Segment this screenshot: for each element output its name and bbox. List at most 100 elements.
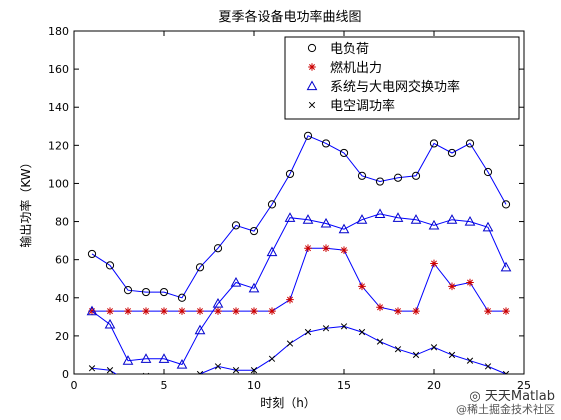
- data-point: [214, 307, 222, 315]
- data-point: [106, 307, 114, 315]
- data-point: [429, 139, 439, 148]
- series-line: [91, 325, 507, 374]
- x-axis-label: 时刻（h）: [260, 396, 316, 410]
- data-point: [268, 355, 276, 362]
- data-point: [375, 177, 385, 186]
- data-point: [392, 212, 404, 222]
- series-2: [88, 244, 510, 315]
- data-point: [214, 363, 222, 370]
- data-point: [322, 244, 330, 253]
- data-point: [176, 358, 188, 369]
- data-point: [428, 219, 440, 230]
- data-point: [87, 249, 97, 259]
- data-point: [194, 324, 206, 335]
- data-point: [196, 370, 204, 374]
- series-line: [91, 213, 507, 366]
- y-tick-label: 180: [48, 25, 69, 38]
- data-point: [304, 328, 312, 336]
- legend-marker-symbol: [306, 80, 318, 91]
- data-point: [448, 282, 456, 291]
- data-point: [357, 171, 367, 180]
- data-point: [230, 277, 242, 287]
- data-point: [250, 307, 258, 315]
- x-tick-label: 10: [247, 379, 261, 392]
- data-point: [213, 244, 223, 253]
- data-point: [502, 307, 510, 315]
- legend-marker-symbol: [308, 101, 316, 109]
- data-point: [286, 340, 294, 347]
- data-point: [411, 171, 421, 180]
- x-tick-label: 15: [337, 379, 351, 392]
- data-point: [284, 212, 296, 222]
- data-point: [141, 287, 151, 297]
- x-tick-label: 25: [517, 379, 531, 392]
- data-point: [320, 217, 332, 228]
- data-point: [178, 307, 186, 315]
- data-point: [430, 344, 438, 351]
- data-point: [266, 246, 278, 257]
- data-point: [195, 263, 205, 272]
- data-point: [338, 223, 350, 234]
- x-axis: 0 5 10 15 20 25: [71, 31, 531, 392]
- legend-marker: [307, 43, 317, 53]
- y-tick-label: 40: [55, 292, 69, 305]
- watermark-subtitle: @稀土掘金技术社区: [456, 403, 555, 416]
- data-point: [340, 246, 348, 254]
- x-tick-label: 20: [427, 379, 441, 392]
- data-point: [158, 353, 170, 363]
- legend-label: 电空调功率: [330, 98, 395, 114]
- data-point: [393, 173, 403, 182]
- y-axis: 0 20 40 60 80 100 120 140 160 180: [48, 25, 524, 381]
- data-point: [448, 351, 456, 359]
- data-point: [466, 278, 474, 287]
- watermark: ◎ 天天Matlab @稀土掘金技术社区: [456, 390, 555, 416]
- legend-marker: [308, 101, 316, 109]
- data-point: [394, 346, 402, 353]
- data-point: [502, 370, 510, 374]
- y-tick-label: 120: [48, 139, 69, 152]
- data-point: [465, 139, 475, 148]
- x-tick-label: 5: [161, 379, 168, 392]
- y-tick-label: 20: [55, 330, 69, 343]
- data-point: [106, 367, 114, 374]
- legend-marker-symbol: [308, 63, 316, 71]
- data-point: [410, 214, 422, 224]
- y-tick-label: 160: [48, 63, 69, 76]
- data-point: [196, 307, 204, 315]
- legend-marker-symbol: [307, 43, 317, 53]
- data-point: [339, 148, 349, 158]
- legend-label: 系统与大电网交换功率: [330, 79, 460, 95]
- data-point: [484, 307, 492, 315]
- data-point: [179, 379, 185, 385]
- data-point: [340, 323, 348, 330]
- legend-box: [284, 36, 520, 120]
- y-tick-label: 0: [62, 368, 69, 381]
- data-point: [321, 139, 331, 148]
- wechat-icon: ◎: [469, 389, 481, 404]
- data-point: [286, 295, 294, 304]
- data-point: [430, 259, 438, 268]
- data-point: [140, 353, 152, 363]
- data-point: [500, 261, 512, 272]
- data-point: [123, 286, 133, 295]
- legend-marker: [306, 80, 318, 91]
- data-point: [177, 293, 187, 302]
- data-point: [212, 297, 224, 308]
- data-point: [358, 282, 366, 291]
- y-tick-label: 140: [48, 101, 69, 114]
- legend-label: 电负荷: [330, 42, 369, 57]
- data-point: [285, 169, 295, 179]
- legend-marker: [308, 63, 316, 71]
- data-point: [124, 307, 132, 315]
- y-tick-label: 100: [48, 177, 69, 190]
- data-point: [483, 167, 493, 177]
- data-point: [356, 214, 368, 224]
- data-point: [268, 307, 276, 315]
- y-tick-label: 80: [55, 216, 69, 229]
- data-point: [482, 221, 494, 232]
- watermark-title: 天天Matlab: [484, 389, 555, 404]
- y-axis-label: 输出功率（KW）: [18, 156, 33, 247]
- data-point: [394, 307, 402, 315]
- data-point: [376, 303, 384, 312]
- data-point: [160, 307, 168, 315]
